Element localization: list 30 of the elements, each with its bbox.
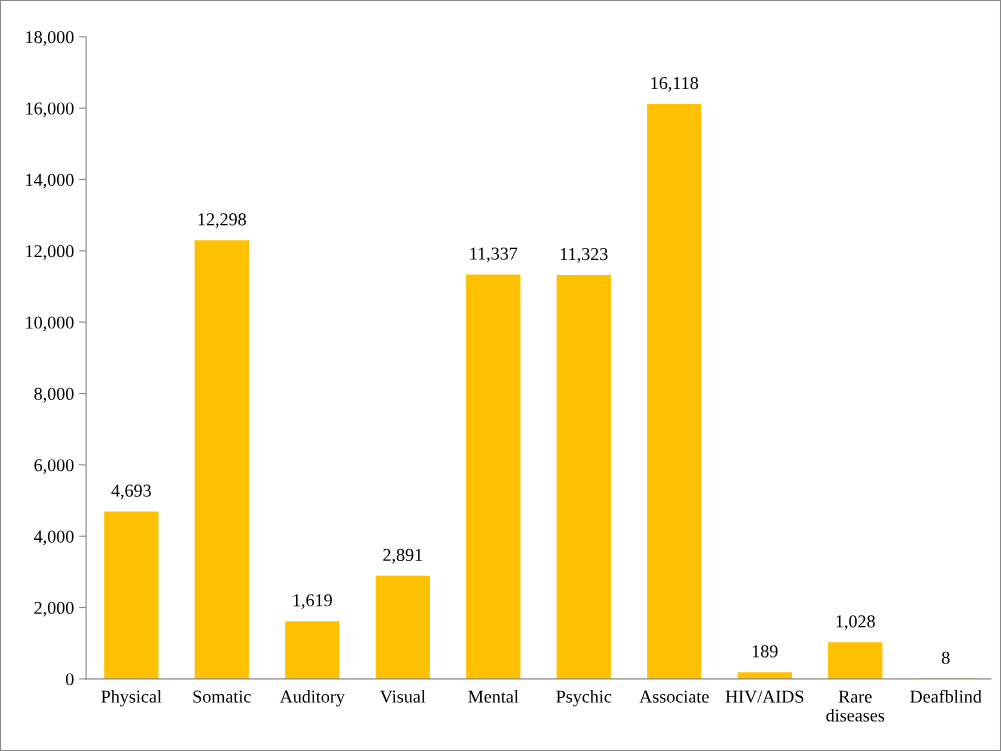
x-tick-label: Somatic [193, 690, 251, 703]
data-label: 1,028 [836, 615, 875, 631]
data-label: 4,693 [111, 484, 151, 500]
y-tick-label: 8,000 [34, 387, 74, 403]
data-label: 2,891 [383, 548, 423, 564]
y-tick-label: 4,000 [34, 530, 74, 546]
y-tick-label: 14,000 [26, 173, 74, 189]
y-tick-label: 6,000 [34, 459, 74, 474]
x-tick-label: HIV/AIDS [725, 690, 804, 703]
x-tick-label: Physical [101, 690, 162, 707]
x-tick-label: Auditory [279, 690, 345, 707]
y-tick-label: 12,000 [26, 245, 74, 260]
y-tick-label: 16,000 [26, 102, 74, 118]
data-label: 16,118 [651, 76, 699, 92]
y-tick-label: 2,000 [34, 601, 74, 617]
x-tick-label: Psychic [556, 690, 612, 707]
data-label: 11,337 [470, 247, 518, 263]
y-tick-label: 18,000 [26, 31, 74, 46]
data-label: 189 [752, 645, 778, 658]
x-tick-label: Associate [639, 690, 709, 703]
data-label: 11,323 [560, 248, 608, 263]
x-tick-label: Deafblind [910, 689, 982, 703]
data-label: 12,298 [198, 213, 246, 229]
x-tick-label: Visual [379, 690, 426, 703]
x-tick-label: Mental [468, 690, 519, 703]
data-label: 8 [941, 651, 950, 664]
data-label: 1,619 [293, 594, 332, 609]
x-tick-label: Rare diseases [826, 690, 885, 722]
y-tick-label: 10,000 [26, 316, 74, 332]
y-tick-label: 0 [65, 673, 74, 686]
